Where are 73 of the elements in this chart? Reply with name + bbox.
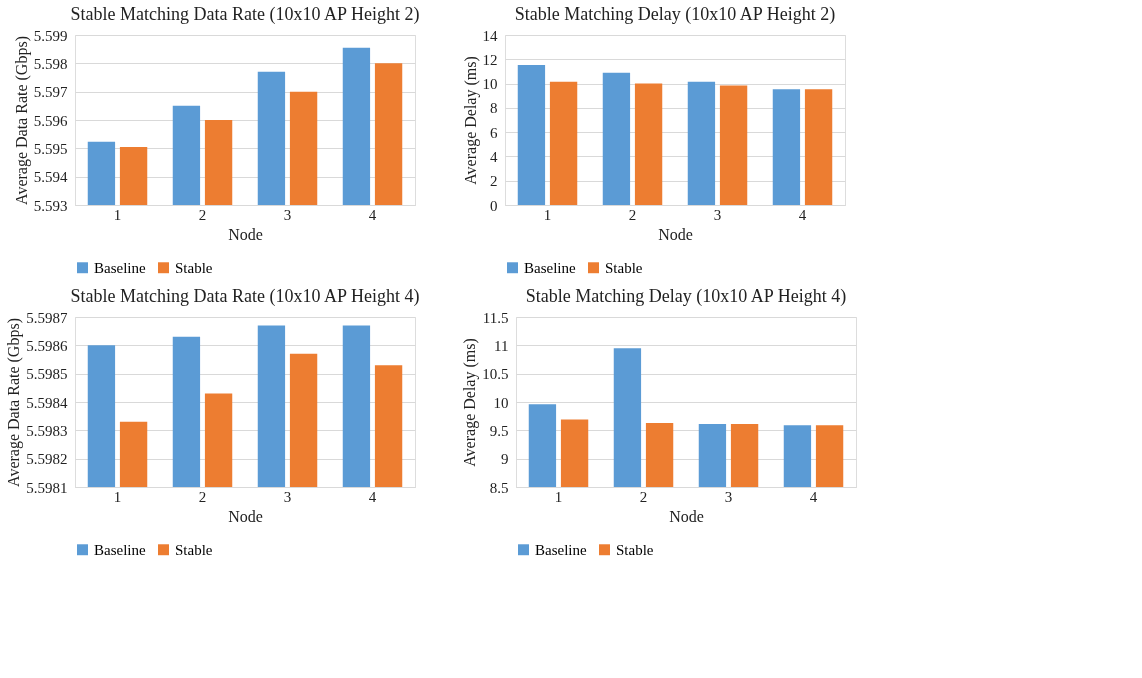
bar xyxy=(549,81,578,205)
y-tick-label: 5.599 xyxy=(33,27,68,44)
y-tick-label: 5.5981 xyxy=(26,479,68,496)
y-tick-label: 5.595 xyxy=(33,140,68,157)
y-axis-title: Average Data Rate (Gbps) xyxy=(5,318,24,487)
x-tick-label: 4 xyxy=(809,488,818,505)
bar xyxy=(634,83,663,205)
x-tick-label: 4 xyxy=(798,206,807,223)
x-tick-label: 1 xyxy=(554,488,563,505)
y-axis-title: Average Delay (ms) xyxy=(461,338,480,467)
x-tick-label: 1 xyxy=(113,206,122,223)
legend-label: Stable xyxy=(605,259,643,276)
y-tick-label: 5.5984 xyxy=(26,394,68,411)
y-tick-label: 6 xyxy=(490,124,498,141)
y-tick-label: 5.597 xyxy=(33,84,68,101)
y-tick-label: 5.5987 xyxy=(26,309,68,326)
y-tick-label: 5.5986 xyxy=(26,337,68,354)
legend-label: Baseline xyxy=(535,541,587,558)
y-tick-label: 8.5 xyxy=(489,479,509,496)
legend-label: Baseline xyxy=(94,541,146,558)
chart-title: Stable Matching Delay (10x10 AP Height 4) xyxy=(525,286,847,307)
x-tick-label: 2 xyxy=(198,206,207,223)
y-tick-label: 11.5 xyxy=(482,309,509,326)
bar xyxy=(517,65,546,205)
legend-label: Stable xyxy=(616,541,654,558)
y-tick-label: 9 xyxy=(501,451,509,468)
legend-label: Baseline xyxy=(94,259,146,276)
y-tick-label: 5.5985 xyxy=(26,366,68,383)
x-tick-label: 3 xyxy=(713,206,722,223)
y-tick-label: 8 xyxy=(490,100,498,117)
bar xyxy=(602,72,631,205)
x-axis-title: Node xyxy=(669,507,704,525)
y-tick-label: 9.5 xyxy=(489,422,509,439)
y-tick-label: 10 xyxy=(493,394,509,411)
x-tick-label: 3 xyxy=(724,488,733,505)
y-axis-title: Average Delay (ms) xyxy=(461,56,480,185)
y-tick-label: 14 xyxy=(482,27,498,44)
x-tick-label: 2 xyxy=(639,488,648,505)
x-tick-label: 4 xyxy=(368,206,377,223)
bar xyxy=(772,89,801,205)
y-tick-label: 10 xyxy=(482,76,498,93)
y-tick-label: 5.593 xyxy=(33,197,68,214)
x-tick-label: 3 xyxy=(283,206,292,223)
y-tick-label: 2 xyxy=(490,173,498,190)
x-axis-title: Node xyxy=(228,225,263,243)
x-tick-label: 2 xyxy=(198,488,207,505)
y-tick-label: 4 xyxy=(490,148,498,165)
chart-title: Stable Matching Delay (10x10 AP Height 2) xyxy=(514,4,836,25)
x-tick-label: 2 xyxy=(628,206,637,223)
y-tick-label: 12 xyxy=(482,51,498,68)
y-tick-label: 5.5982 xyxy=(26,451,68,468)
chart-title: Stable Matching Data Rate (10x10 AP Height 4) xyxy=(70,286,420,307)
y-tick-label: 5.598 xyxy=(33,55,68,72)
chart-title: Stable Matching Data Rate (10x10 AP Height 2) xyxy=(70,4,420,25)
y-axis-title: Average Data Rate (Gbps) xyxy=(12,36,31,205)
legend-label: Baseline xyxy=(524,259,576,276)
y-tick-label: 11 xyxy=(494,337,509,354)
x-tick-label: 3 xyxy=(283,488,292,505)
x-axis-title: Node xyxy=(658,225,693,243)
bar xyxy=(687,81,716,205)
bar xyxy=(804,89,833,205)
y-tick-label: 5.5983 xyxy=(26,422,68,439)
y-tick-label: 10.5 xyxy=(482,366,509,383)
bar xyxy=(719,85,748,205)
x-tick-label: 1 xyxy=(113,488,122,505)
y-tick-label: 5.594 xyxy=(33,169,68,186)
legend-label: Stable xyxy=(175,259,213,276)
legend-label: Stable xyxy=(175,541,213,558)
y-tick-label: 5.596 xyxy=(33,112,68,129)
x-tick-label: 1 xyxy=(543,206,552,223)
y-tick-label: 0 xyxy=(490,197,498,214)
x-axis-title: Node xyxy=(228,507,263,525)
x-tick-label: 4 xyxy=(368,488,377,505)
